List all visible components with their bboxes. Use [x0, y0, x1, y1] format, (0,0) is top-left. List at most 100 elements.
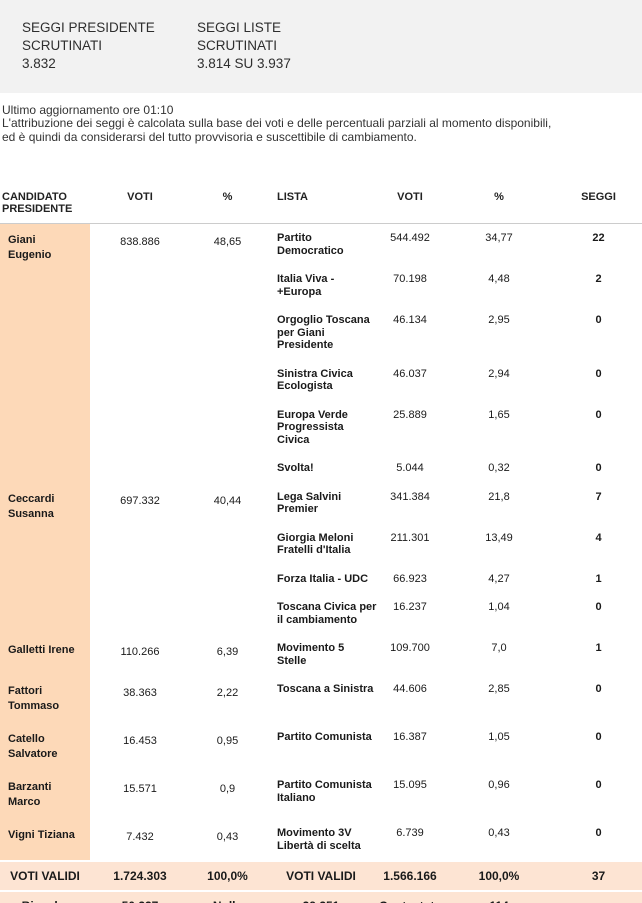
candidate-pct: 48,65 — [213, 236, 242, 249]
list-row: Forza Italia - UDC 66.923 4,27 1 — [265, 565, 642, 594]
blank-null-contested-row: Bianche 50.227 Nulle 39.251 Contestate 1… — [0, 892, 642, 903]
list-votes: 46.134 — [393, 314, 427, 327]
candidate-pct: 0,95 — [216, 735, 239, 748]
list-votes: 6.739 — [396, 827, 424, 840]
list-row: Toscana Civica per il cambiamento 16.237… — [265, 593, 642, 634]
list-name: Toscana a Sinistra — [277, 683, 374, 696]
candidate-group: Ceccardi Susanna 697.332 40,44 Lega Salv… — [0, 482, 642, 635]
candidate-pct: 0,9 — [219, 783, 236, 796]
list-pct: 2,94 — [488, 367, 510, 380]
list-pct: 0,43 — [488, 827, 510, 840]
list-row: Partito Comunista Italiano 15.095 0,96 0 — [265, 771, 642, 812]
header-seggi: SEGGI — [581, 191, 616, 204]
list-votes: 15.095 — [393, 779, 427, 792]
list-votes: 44.606 — [393, 683, 427, 696]
list-votes: 16.237 — [393, 601, 427, 614]
list-row: Orgoglio Toscana per Giani Presidente 46… — [265, 306, 642, 360]
list-name: Lega Salvini Premier — [277, 490, 342, 516]
list-name: Orgoglio Toscana per Giani Presidente — [277, 314, 370, 352]
header-lista: LISTA — [277, 191, 308, 204]
list-votes: 70.198 — [393, 273, 427, 286]
summary-value: 3.832 — [22, 56, 56, 71]
candidate-group: Fattori Tommaso 38.363 2,22 Toscana a Si… — [0, 675, 642, 724]
candidate-lists: Partito Comunista Italiano 15.095 0,96 0 — [265, 771, 642, 819]
candidate-group: Vigni Tiziana 7.432 0,43 Movimento 3V Li… — [0, 819, 642, 861]
candidate-pct: 2,22 — [216, 687, 239, 700]
candidate-name: Barzanti Marco — [0, 771, 90, 820]
candidate-lists: Partito Comunista 16.387 1,05 0 — [265, 723, 642, 771]
candidate-name: Vigni Tiziana — [0, 819, 90, 861]
list-seats: 0 — [595, 367, 602, 380]
list-seats: 0 — [595, 314, 602, 327]
list-row: Movimento 3V Libertà di scelta 6.739 0,4… — [265, 819, 642, 860]
candidate-pct: 40,44 — [213, 494, 242, 507]
update-note: Ultimo aggiornamento ore 01:10 L'attribu… — [2, 103, 552, 144]
bianche-value: 50.227 — [90, 899, 190, 903]
candidate-votes: 15.571 — [123, 783, 157, 796]
nulle-label: Nulle — [190, 899, 265, 903]
list-row: Partito Comunista 16.387 1,05 0 — [265, 723, 642, 752]
contestate-label: Contestate — [377, 899, 443, 903]
summary-label: SEGGI PRESIDENTE SCRUTINATI — [22, 20, 155, 53]
totals-pct-presidente: 100,0% — [207, 869, 248, 884]
list-seats: 0 — [595, 683, 602, 696]
nulle-value: 39.251 — [265, 899, 377, 903]
list-votes: 341.384 — [390, 490, 430, 503]
list-pct: 4,27 — [488, 572, 510, 585]
list-votes: 5.044 — [396, 462, 424, 475]
list-seats: 1 — [595, 642, 602, 655]
candidate-group: Galletti Irene 110.266 6,39 Movimento 5 … — [0, 634, 642, 676]
list-pct: 21,8 — [488, 490, 510, 503]
list-votes: 25.889 — [393, 408, 427, 421]
list-name: Toscana Civica per il cambiamento — [277, 601, 377, 626]
list-pct: 13,49 — [485, 531, 513, 544]
list-votes: 211.301 — [390, 531, 430, 544]
header-pct-presidente: % — [222, 191, 233, 204]
list-name: Giorgia Meloni Fratelli d'Italia — [277, 531, 354, 557]
list-pct: 0,96 — [488, 779, 510, 792]
list-seats: 7 — [595, 490, 602, 503]
list-row: Movimento 5 Stelle 109.700 7,0 1 — [265, 634, 642, 675]
list-seats: 4 — [595, 531, 602, 544]
candidate-votes: 110.266 — [120, 646, 160, 659]
list-pct: 2,95 — [488, 314, 510, 327]
list-row: Lega Salvini Premier 341.384 21,8 7 — [265, 483, 642, 524]
totals-pct-liste: 100,0% — [478, 869, 520, 884]
candidate-votes: 38.363 — [123, 687, 157, 700]
list-votes: 544.492 — [390, 232, 430, 245]
candidate-pct: 0,43 — [216, 831, 239, 844]
candidate-name: Galletti Irene — [0, 634, 90, 676]
list-pct: 0,32 — [488, 462, 510, 475]
list-votes: 66.923 — [393, 572, 427, 585]
list-name: Partito Comunista Italiano — [277, 779, 372, 804]
header-voti-presidente: VOTI — [127, 191, 153, 204]
list-name: Partito Democratico — [277, 232, 344, 257]
list-pct: 2,85 — [488, 683, 510, 696]
list-row: Europa Verde Progressista Civica 25.889 … — [265, 401, 642, 455]
list-row: Sinistra Civica Ecologista 46.037 2,94 0 — [265, 360, 642, 401]
list-name: Europa Verde Progressista Civica — [277, 408, 348, 446]
totals-seggi: 37 — [591, 869, 606, 884]
totals-label-presidente: VOTI VALIDI — [10, 869, 80, 884]
list-seats: 0 — [595, 779, 602, 792]
list-votes: 46.037 — [393, 367, 427, 380]
bianche-label: Bianche — [0, 899, 90, 903]
list-seats: 22 — [592, 232, 605, 245]
header-voti-lista: VOTI — [397, 191, 423, 204]
list-name: Forza Italia - UDC — [277, 572, 369, 585]
candidate-lists: Movimento 3V Libertà di scelta 6.739 0,4… — [265, 819, 642, 860]
header-pct-lista: % — [494, 191, 504, 204]
candidate-votes: 7.432 — [126, 831, 154, 844]
list-name: Sinistra Civica Ecologista — [277, 367, 353, 393]
list-pct: 1,05 — [488, 731, 510, 744]
list-seats: 2 — [595, 273, 602, 286]
table-header: CANDIDATO PRESIDENTE VOTI % LISTA VOTI %… — [0, 191, 642, 225]
list-votes: 16.387 — [393, 731, 427, 744]
candidate-name: Catello Salvatore — [0, 723, 90, 772]
candidate-group: Catello Salvatore 16.453 0,95 Partito Co… — [0, 723, 642, 772]
list-pct: 1,04 — [488, 601, 510, 614]
candidate-name: Fattori Tommaso — [0, 675, 90, 724]
candidate-name: Ceccardi Susanna — [0, 482, 90, 635]
results-body: Giani Eugenio 838.886 48,65 Partito Demo… — [0, 224, 642, 861]
list-name: Partito Comunista — [277, 731, 372, 744]
